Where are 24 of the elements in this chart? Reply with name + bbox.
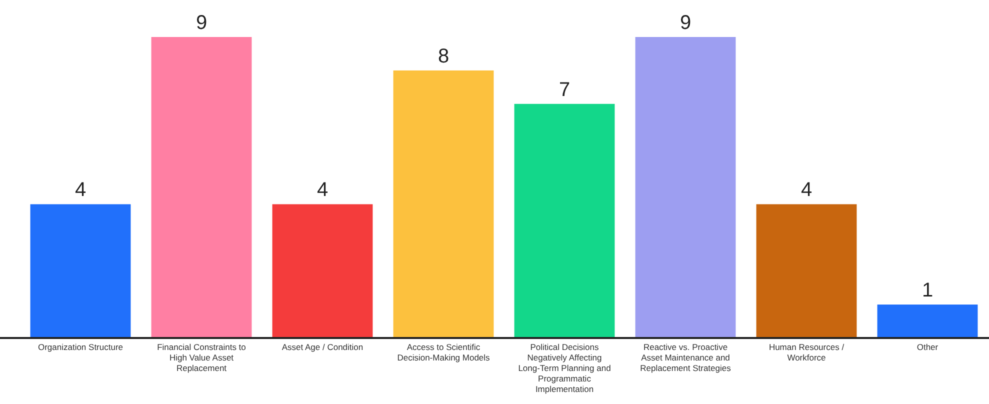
bar xyxy=(877,304,978,338)
bar xyxy=(393,70,494,338)
data-label: 9 xyxy=(196,12,208,34)
bar xyxy=(756,204,857,338)
x-tick-label: Access to Scientific Decision-Making Models xyxy=(397,342,490,362)
x-tick-label: Political Decisions Negatively Affecting Long-Term Planning and Programmatic Implementation xyxy=(518,342,612,394)
bar xyxy=(514,104,615,338)
x-tick-label: Organization Structure xyxy=(38,342,124,352)
data-label: 9 xyxy=(680,12,692,34)
x-tick-label: Asset Age / Condition xyxy=(282,342,364,352)
data-label: 1 xyxy=(922,280,934,302)
bar xyxy=(151,37,252,338)
data-label: 8 xyxy=(438,45,450,68)
data-label: 7 xyxy=(558,78,570,101)
bar xyxy=(30,204,131,338)
data-label: 4 xyxy=(800,179,812,202)
x-tick-label: Human Resources / Workforce xyxy=(768,342,845,362)
x-tick-label: Reactive vs. Proactive Asset Maintenance and Replacement Strategies xyxy=(640,342,731,373)
bar xyxy=(272,204,373,338)
bar xyxy=(635,37,736,338)
data-label: 4 xyxy=(316,179,328,202)
data-label: 4 xyxy=(74,179,86,202)
x-tick-label: Other xyxy=(916,342,938,352)
x-tick-label: Financial Constraints to High Value Asset Replacement xyxy=(157,342,246,373)
